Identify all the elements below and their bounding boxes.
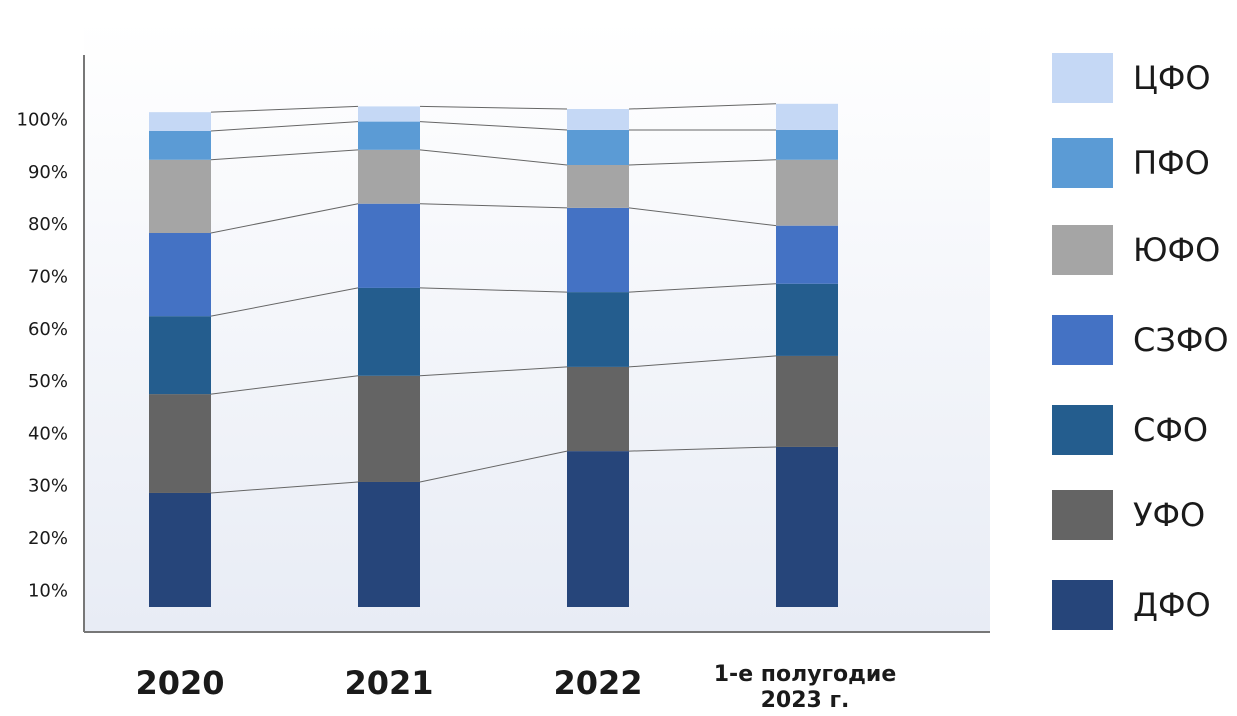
bar-segment [358, 121, 420, 150]
legend-swatch [1052, 225, 1113, 275]
bar-segment [149, 316, 211, 395]
y-tick-label: 60% [28, 319, 68, 340]
bar-segment [567, 366, 629, 452]
bar-segment [149, 492, 211, 607]
connector [628, 446, 777, 452]
y-tick-label: 20% [28, 528, 68, 549]
connector [210, 149, 359, 161]
y-tick-label: 30% [28, 476, 68, 497]
bar-segment [776, 129, 838, 160]
bar-segment [358, 149, 420, 204]
connector [210, 105, 359, 113]
connector [628, 283, 777, 293]
connector [628, 159, 777, 166]
bar-segment [567, 292, 629, 367]
x-tick-label: 2020 [135, 664, 225, 702]
legend-swatch [1052, 53, 1113, 103]
connector [628, 103, 777, 110]
bar-segment [358, 203, 420, 288]
connector [628, 355, 777, 368]
bar-segment [776, 225, 838, 284]
bar-segment [567, 207, 629, 293]
connector [628, 207, 777, 227]
bar-segment [358, 106, 420, 122]
bar-segment [149, 159, 211, 233]
connector [210, 203, 359, 234]
legend-label: УФО [1133, 496, 1205, 534]
connector [419, 121, 568, 131]
plot-background [84, 20, 990, 632]
legend-label: СЗФО [1133, 321, 1229, 359]
connector [419, 105, 568, 110]
y-tick-label: 90% [28, 162, 68, 183]
connector [210, 121, 359, 132]
bar-segment [358, 375, 420, 482]
legend-swatch [1052, 405, 1113, 455]
legend-swatch [1052, 138, 1113, 188]
bar-segment [776, 283, 838, 356]
bar-segment [149, 131, 211, 160]
y-tick-label: 40% [28, 423, 68, 444]
connector [419, 287, 568, 293]
x-tick-label: 2021 [344, 664, 434, 702]
connector [419, 366, 568, 377]
y-tick-label: 70% [28, 266, 68, 287]
y-tick-label: 80% [28, 214, 68, 235]
y-tick-label: 100% [17, 110, 68, 131]
connector [210, 287, 359, 317]
x-tick-label: 1-е полугодие 2023 г. [713, 662, 897, 714]
bar-segment [149, 112, 211, 131]
bar-segment [358, 287, 420, 376]
legend-swatch [1052, 315, 1113, 365]
bar-segment [776, 159, 838, 226]
connector [419, 149, 568, 166]
legend-label: ЮФО [1133, 231, 1220, 269]
connector [419, 450, 568, 483]
bar-segment [776, 103, 838, 130]
legend-label: СФО [1133, 411, 1208, 449]
legend-swatch [1052, 490, 1113, 540]
legend-label: ПФО [1133, 144, 1210, 182]
x-tick-label: 2022 [553, 664, 643, 702]
y-tick-label: 10% [28, 580, 68, 601]
bar-segment [567, 451, 629, 607]
legend-swatch [1052, 580, 1113, 630]
bar-segment [358, 481, 420, 607]
bar-segment [567, 129, 629, 165]
bar-segment [567, 109, 629, 130]
bar-segment [567, 165, 629, 208]
bar-segment [149, 233, 211, 317]
bar-segment [149, 394, 211, 493]
connector [419, 203, 568, 209]
legend-label: ДФО [1133, 586, 1211, 624]
connector [210, 481, 359, 494]
connector [210, 375, 359, 395]
y-tick-label: 50% [28, 371, 68, 392]
bar-segment [776, 446, 838, 607]
bar-segment [776, 355, 838, 447]
legend-label: ЦФО [1133, 59, 1211, 97]
